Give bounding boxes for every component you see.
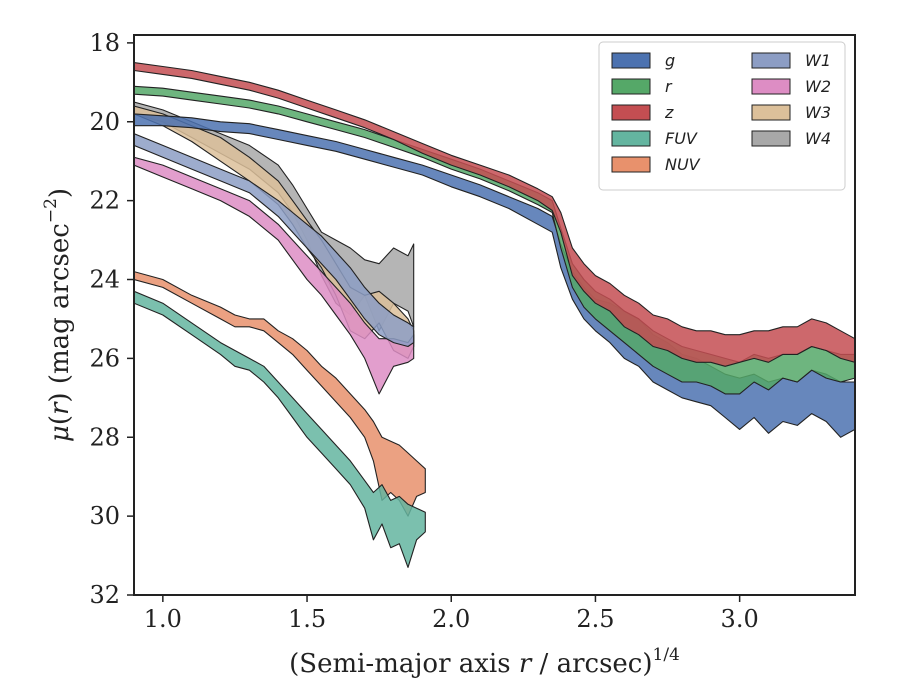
legend-item-g: g: [611, 51, 675, 70]
band-w2: [134, 156, 415, 395]
band-w1: [134, 133, 415, 348]
legend-label: r: [665, 77, 673, 96]
y-tick-label: 24: [89, 266, 120, 294]
legend-label: z: [664, 103, 674, 122]
legend-swatch: [751, 130, 791, 147]
y-tick-label: 18: [89, 29, 120, 57]
y-tick-label: 32: [89, 581, 120, 609]
legend: grz FUV NUV W1 W2 W3 W4: [598, 41, 846, 191]
x-tick-label: 2.0: [432, 605, 470, 633]
y-tick-label: 26: [89, 344, 120, 372]
y-tick-label: 20: [89, 108, 120, 136]
band-fuv: [134, 290, 426, 568]
legend-label: g: [665, 51, 675, 70]
legend-item-w3: W3: [751, 103, 831, 122]
x-tick-label: 1.5: [288, 605, 326, 633]
legend-label: W4: [805, 129, 831, 148]
legend-item-r: r: [611, 77, 673, 96]
y-tick-label: 28: [89, 423, 120, 451]
y-tick-label: 22: [89, 187, 120, 215]
legend-label: W2: [805, 77, 831, 96]
legend-label: FUV: [665, 129, 698, 148]
legend-item-w2: W2: [751, 77, 831, 96]
x-tick-label: 1.0: [144, 605, 182, 633]
legend-swatch: [611, 104, 651, 121]
x-axis-label: (Semi-major axis r / arcsec)1/4: [289, 645, 680, 679]
legend-swatch: [611, 78, 651, 95]
x-axis-ticks: 1.0 1.5 2.0 2.5 3.0: [144, 595, 759, 633]
legend-label: W3: [805, 103, 831, 122]
band-nuv: [134, 271, 426, 517]
legend-swatch: [611, 52, 651, 69]
y-tick-label: 30: [89, 502, 120, 530]
legend-swatch: [751, 52, 791, 69]
legend-label: W1: [805, 51, 831, 70]
band-z: [134, 62, 855, 367]
x-tick-label: 3.0: [721, 605, 759, 633]
legend-item-nuv: NUV: [611, 155, 701, 174]
legend-swatch: [751, 78, 791, 95]
plot-frame: [133, 34, 856, 596]
legend-item-fuv: FUV: [611, 129, 698, 148]
legend-item-z: z: [611, 103, 674, 122]
legend-item-w1: W1: [751, 51, 831, 70]
y-axis-label: μ(r) (mag arcsec−2): [41, 188, 75, 442]
legend-label: NUV: [665, 155, 701, 174]
legend-swatch: [611, 130, 651, 147]
series-bands: [134, 62, 855, 568]
y-axis-ticks: 18 20 22 24 26 28 30 32: [89, 29, 134, 609]
legend-swatch: [751, 104, 791, 121]
legend-item-w4: W4: [751, 129, 831, 148]
x-tick-label: 2.5: [576, 605, 614, 633]
legend-swatch: [611, 156, 651, 173]
